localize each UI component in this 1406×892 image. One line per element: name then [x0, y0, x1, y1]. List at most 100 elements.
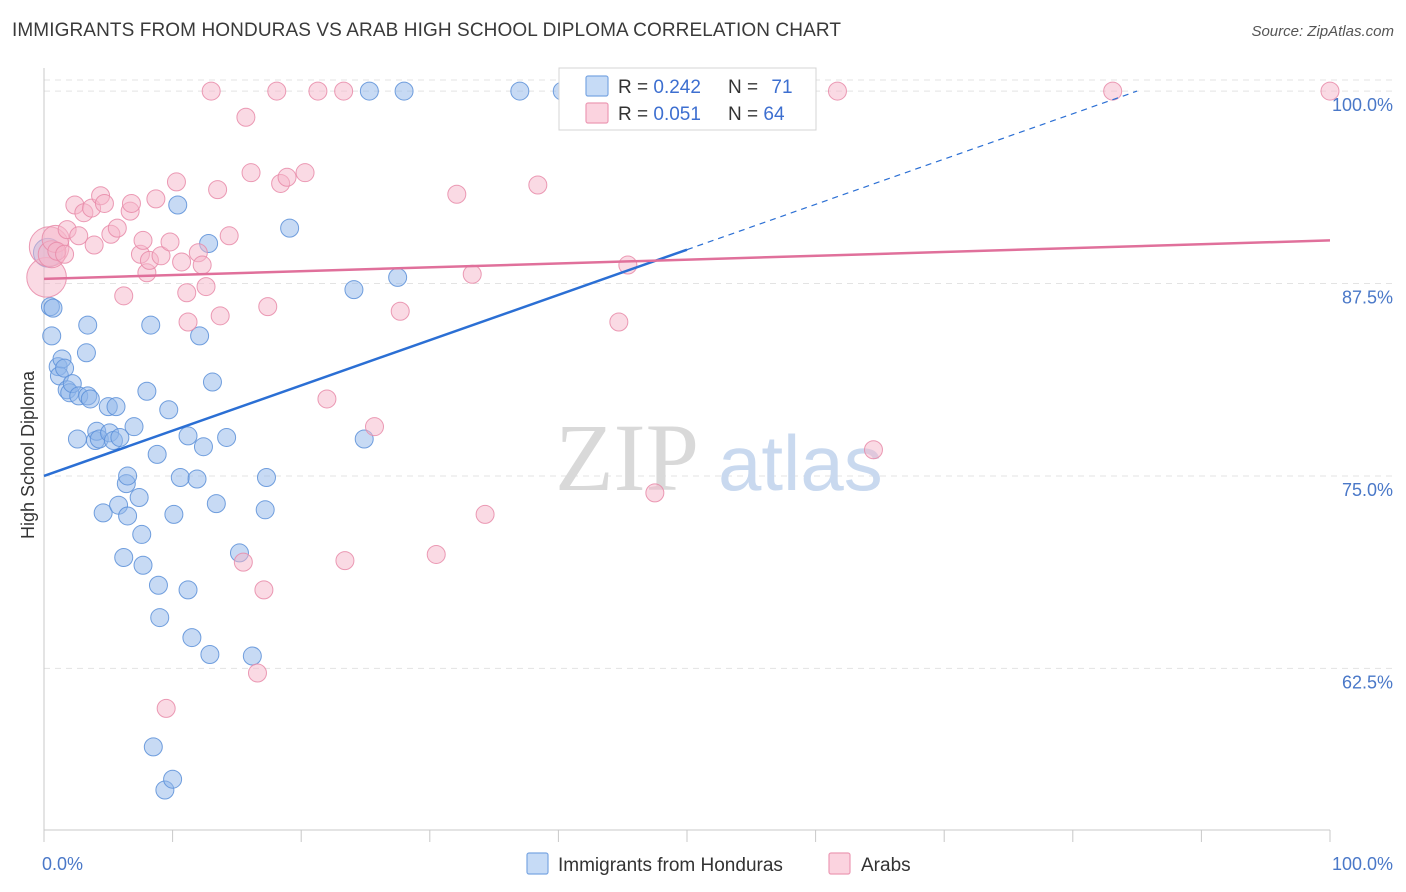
- arabs-point-44: [267, 81, 287, 101]
- arabs-point-43: [258, 297, 278, 317]
- honduras-point-52: [193, 437, 213, 457]
- honduras-point-42: [159, 400, 179, 420]
- honduras-point-14: [78, 315, 98, 335]
- bottom-legend-swatch-honduras: [526, 852, 549, 875]
- legend-n-label-arabs: N =: [728, 104, 763, 125]
- honduras-point-61: [256, 467, 276, 487]
- honduras-point-37: [143, 737, 163, 757]
- bottom-legend-label-arabs: Arabs: [861, 855, 911, 876]
- arabs-point-58: [528, 175, 548, 195]
- arabs-point-50: [334, 81, 354, 101]
- watermark-zip: ZIP: [555, 404, 699, 511]
- legend-r-row-2: R = 0.051: [618, 104, 701, 125]
- honduras-trend-line: [43, 248, 688, 478]
- honduras-point-47: [178, 426, 198, 446]
- arabs-point-46: [277, 167, 297, 187]
- honduras-point-43: [163, 769, 183, 789]
- x-tick-label-max: 100.0%: [1332, 854, 1393, 874]
- arabs-point-25: [156, 698, 176, 718]
- honduras-point-65: [359, 81, 379, 101]
- y-tick-label-3: 100.0%: [1332, 95, 1393, 115]
- arabs-point-51: [335, 551, 355, 571]
- honduras-point-46: [170, 467, 190, 487]
- series-honduras-points: [32, 81, 584, 800]
- honduras-point-36: [141, 315, 161, 335]
- honduras-point-34: [133, 555, 153, 575]
- arabs-point-28: [172, 252, 192, 272]
- honduras-point-29: [118, 466, 138, 486]
- arabs-point-65: [1320, 81, 1340, 101]
- arabs-trend-line: [43, 239, 1331, 281]
- arabs-point-49: [317, 389, 337, 409]
- honduras-point-63: [344, 280, 364, 300]
- arabs-point-57: [475, 504, 495, 524]
- arabs-point-63: [863, 440, 883, 460]
- arabs-point-35: [208, 180, 228, 200]
- arabs-point-61: [645, 483, 665, 503]
- arabs-point-39: [236, 107, 256, 127]
- arabs-point-62: [827, 81, 847, 101]
- arabs-point-34: [201, 81, 221, 101]
- arabs-point-55: [447, 184, 467, 204]
- honduras-trend-extension: [686, 90, 1138, 251]
- honduras-point-38: [147, 444, 167, 464]
- legend-box: R = 0.242 N = 71 R = 0.051 N = 64: [558, 67, 817, 131]
- arabs-point-26: [160, 232, 180, 252]
- honduras-point-57: [217, 427, 237, 447]
- honduras-point-62: [280, 218, 300, 238]
- honduras-point-51: [190, 326, 210, 346]
- x-tick-label-min: 0.0%: [42, 854, 83, 874]
- arabs-point-38: [233, 552, 253, 572]
- honduras-point-2: [42, 326, 62, 346]
- legend-n-row-1: N = 71: [728, 77, 793, 98]
- honduras-point-49: [182, 628, 202, 648]
- honduras-point-39: [148, 575, 168, 595]
- legend-r-value-arabs: 0.051: [653, 104, 701, 125]
- arabs-point-53: [390, 301, 410, 321]
- arabs-point-23: [146, 189, 166, 209]
- honduras-point-48: [178, 580, 198, 600]
- bottom-legend-swatch-arabs: [828, 852, 851, 875]
- arabs-point-20: [133, 230, 153, 250]
- arabs-point-15: [107, 218, 127, 238]
- honduras-point-54: [200, 645, 220, 665]
- x-ticks: [43, 830, 1331, 842]
- honduras-point-50: [187, 469, 207, 489]
- honduras-point-67: [394, 81, 414, 101]
- arabs-point-52: [365, 417, 385, 437]
- y-tick-label-1: 75.0%: [1342, 480, 1393, 500]
- y-tick-label-0: 62.5%: [1342, 672, 1393, 692]
- arabs-point-40: [241, 163, 261, 183]
- legend-r-label-arabs: R =: [618, 104, 653, 125]
- arabs-point-11: [84, 235, 104, 255]
- honduras-point-3: [43, 298, 63, 318]
- legend-n-value-honduras: 71: [771, 77, 792, 98]
- arabs-point-36: [210, 306, 230, 326]
- series-arabs-points: [26, 81, 1340, 718]
- arabs-point-13: [94, 193, 114, 213]
- watermark-atlas: atlas: [718, 419, 883, 507]
- arabs-point-33: [196, 277, 216, 297]
- honduras-point-26: [110, 427, 130, 447]
- bottom-legend: Immigrants from Honduras Arabs: [526, 852, 911, 876]
- legend-r-label-honduras: R =: [618, 77, 653, 98]
- honduras-point-24: [106, 397, 126, 417]
- honduras-point-45: [168, 195, 188, 215]
- honduras-point-60: [255, 500, 275, 520]
- honduras-point-56: [206, 494, 226, 514]
- honduras-point-59: [242, 646, 262, 666]
- trend-lines: [43, 90, 1331, 478]
- honduras-point-31: [124, 417, 144, 437]
- honduras-point-30: [118, 506, 138, 526]
- legend-r-value-honduras: 0.242: [653, 77, 701, 98]
- arabs-point-64: [1103, 81, 1123, 101]
- arabs-point-29: [177, 283, 197, 303]
- honduras-point-7: [55, 358, 75, 378]
- honduras-point-66: [388, 267, 408, 287]
- arabs-point-5: [55, 244, 75, 264]
- honduras-point-33: [132, 524, 152, 544]
- legend-swatch-arabs: [585, 102, 609, 124]
- source-label: Source: ZipAtlas.com: [1251, 23, 1394, 40]
- honduras-point-20: [93, 503, 113, 523]
- arabs-point-54: [426, 544, 446, 564]
